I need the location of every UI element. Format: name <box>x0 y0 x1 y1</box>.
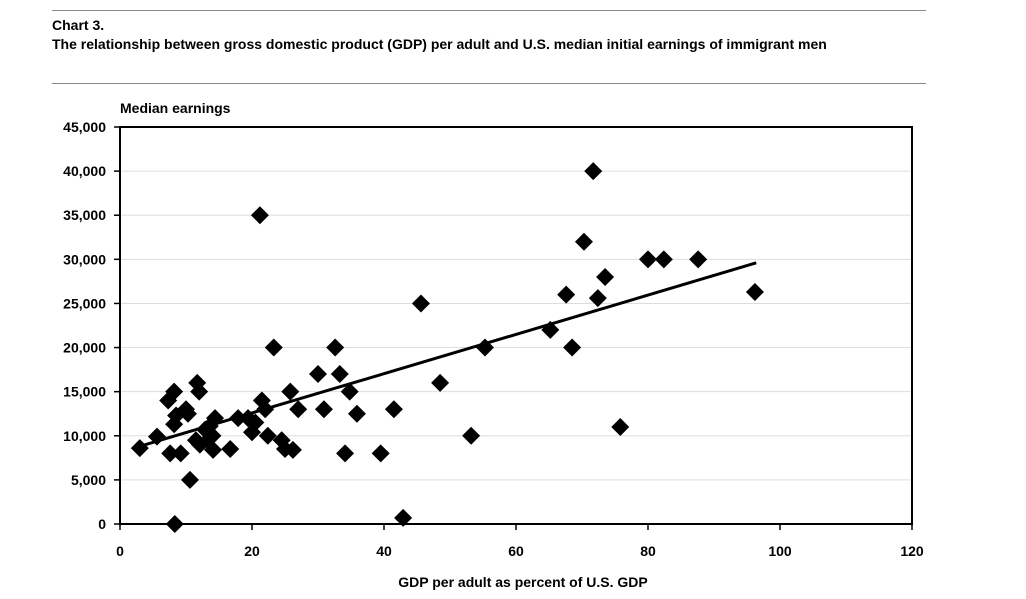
data-point <box>239 409 258 428</box>
data-point <box>180 470 199 489</box>
data-point <box>314 400 333 419</box>
y-tick-label: 5,000 <box>71 472 106 488</box>
data-point <box>584 162 603 181</box>
data-point <box>541 320 560 339</box>
data-point <box>264 338 283 357</box>
chart-label: Chart 3. <box>52 17 105 33</box>
y-tick-label: 10,000 <box>63 428 106 444</box>
data-point <box>204 440 223 459</box>
data-point <box>165 382 184 401</box>
data-point <box>190 382 209 401</box>
x-tick-label: 80 <box>640 543 656 559</box>
x-tick-label: 120 <box>900 543 924 559</box>
y-tick-label: 30,000 <box>63 251 106 267</box>
data-point <box>384 400 403 419</box>
data-point <box>289 400 308 419</box>
y-tick-label: 25,000 <box>63 295 106 311</box>
data-point <box>246 413 265 432</box>
y-tick-label: 15,000 <box>63 384 106 400</box>
x-tick-label: 0 <box>116 543 124 559</box>
data-point <box>611 417 630 436</box>
data-point <box>161 444 180 463</box>
data-point <box>431 373 450 392</box>
data-point <box>178 404 197 423</box>
y-tick-label: 40,000 <box>63 163 106 179</box>
data-point <box>588 289 607 308</box>
data-point <box>221 440 240 459</box>
data-point <box>250 206 269 225</box>
data-point <box>203 426 222 445</box>
x-tick-label: 100 <box>768 543 792 559</box>
data-point <box>309 365 327 384</box>
data-point <box>557 285 576 304</box>
plot-area <box>119 126 913 525</box>
x-axis-label: GDP per adult as percent of U.S. GDP <box>398 574 647 590</box>
y-tick-label: 35,000 <box>63 207 106 223</box>
data-point <box>596 267 615 286</box>
y-tick-label: 0 <box>98 516 106 532</box>
data-point <box>165 515 184 533</box>
x-tick-label: 20 <box>244 543 260 559</box>
data-point <box>281 382 300 401</box>
x-tick-label: 40 <box>376 543 392 559</box>
data-point <box>689 250 708 269</box>
data-point <box>326 338 345 357</box>
data-point <box>340 382 359 401</box>
data-point <box>639 250 657 269</box>
y-axis-label: Median earnings <box>120 100 231 116</box>
top-rule <box>52 10 926 11</box>
data-point <box>371 444 390 463</box>
y-tick-label: 45,000 <box>63 119 106 135</box>
data-point <box>283 440 302 459</box>
data-point <box>745 282 764 301</box>
chart-header: Chart 3. The relationship between gross … <box>52 16 922 54</box>
data-point <box>462 426 481 445</box>
y-tick-label: 20,000 <box>63 340 106 356</box>
data-point <box>258 426 277 445</box>
data-point <box>256 400 275 419</box>
data-point <box>147 427 166 446</box>
data-point <box>206 409 225 428</box>
data-point <box>330 365 349 384</box>
data-point <box>229 409 248 428</box>
chart-title: The relationship between gross domestic … <box>52 36 827 52</box>
data-point <box>394 508 413 527</box>
data-point <box>171 444 190 463</box>
data-point <box>475 338 494 357</box>
x-tick-label: 60 <box>508 543 524 559</box>
data-point <box>347 404 366 423</box>
data-point <box>563 338 582 357</box>
data-point <box>574 232 593 251</box>
data-point <box>130 439 149 458</box>
title-rule <box>52 83 926 84</box>
data-point <box>411 294 430 313</box>
data-point <box>336 444 355 463</box>
data-point <box>654 250 673 269</box>
